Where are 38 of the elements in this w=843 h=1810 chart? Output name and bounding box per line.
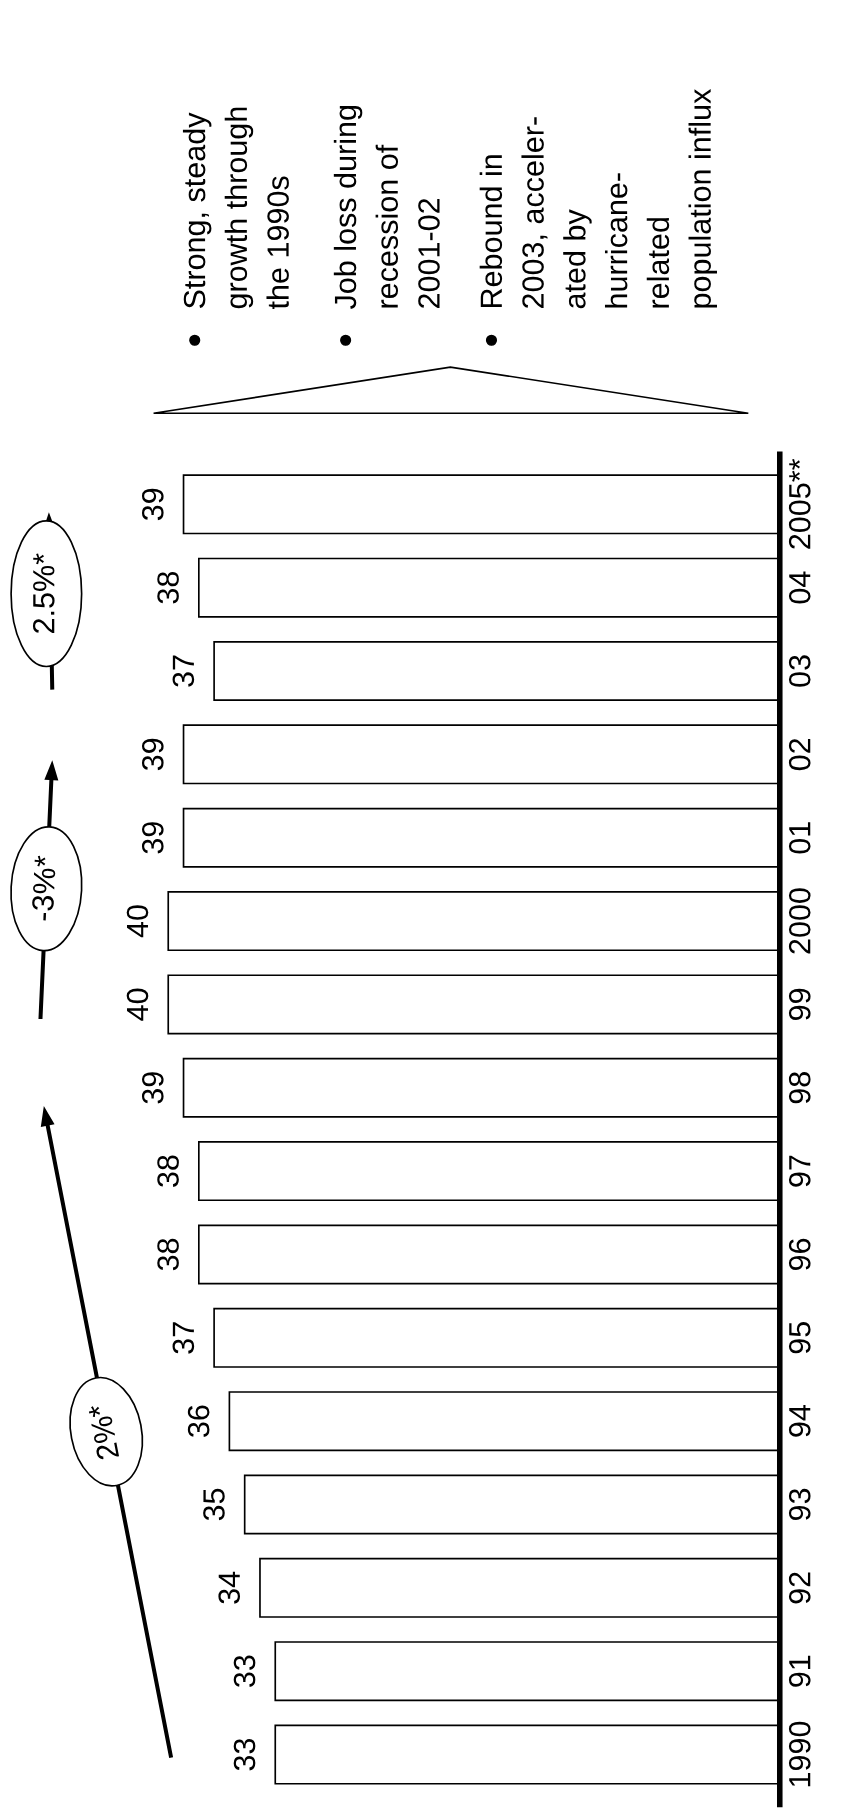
y-tick-label: 99 bbox=[788, 988, 811, 1020]
data-label: 33 bbox=[233, 1655, 256, 1688]
y-tick-label: 93 bbox=[788, 1488, 811, 1521]
data-label: 34 bbox=[218, 1571, 241, 1604]
data-label: 38 bbox=[157, 572, 179, 604]
y-tick-label: 96 bbox=[788, 1238, 811, 1271]
y-tick-label: 91 bbox=[788, 1655, 811, 1687]
text: Job loss during recession of 2001-02 bbox=[333, 105, 440, 310]
y-tick-label: 94 bbox=[788, 1405, 811, 1437]
data-label: 36 bbox=[187, 1405, 210, 1437]
data-label: 39 bbox=[141, 488, 164, 521]
y-tick-label: 2000 bbox=[788, 888, 811, 954]
y-tick-label: 03 bbox=[788, 655, 811, 687]
text: 2.5%* bbox=[32, 553, 55, 633]
data-label: 37 bbox=[172, 1322, 195, 1354]
y-tick-label: 2005** bbox=[788, 458, 811, 549]
y-tick-label: 97 bbox=[788, 1155, 811, 1187]
text: -3%* bbox=[31, 855, 57, 921]
text: Strong, steady growth through the 1990s bbox=[182, 107, 289, 310]
data-label: 35 bbox=[203, 1488, 225, 1521]
data-label: 38 bbox=[157, 1155, 179, 1187]
y-tick-label: 01 bbox=[788, 822, 811, 854]
y-tick-label: 92 bbox=[788, 1572, 811, 1604]
data-label: 39 bbox=[141, 738, 164, 771]
data-label: 39 bbox=[141, 1072, 164, 1104]
y-tick-label: 04 bbox=[788, 571, 811, 604]
y-tick-label: 1990 bbox=[788, 1721, 811, 1787]
y-tick-label: 02 bbox=[788, 738, 811, 771]
text: Rebound in 2003, acceler- ated by hurricane- related population influx bbox=[479, 89, 717, 309]
data-label: 40 bbox=[126, 988, 149, 1021]
y-tick-label: 98 bbox=[788, 1072, 811, 1104]
data-label: 40 bbox=[126, 905, 149, 938]
y-tick-label: 95 bbox=[788, 1322, 811, 1354]
text: 2%* bbox=[87, 1403, 120, 1461]
data-label: 33 bbox=[233, 1738, 256, 1771]
data-label: 38 bbox=[157, 1238, 179, 1271]
data-label: 37 bbox=[172, 655, 195, 687]
data-label: 39 bbox=[141, 822, 164, 854]
